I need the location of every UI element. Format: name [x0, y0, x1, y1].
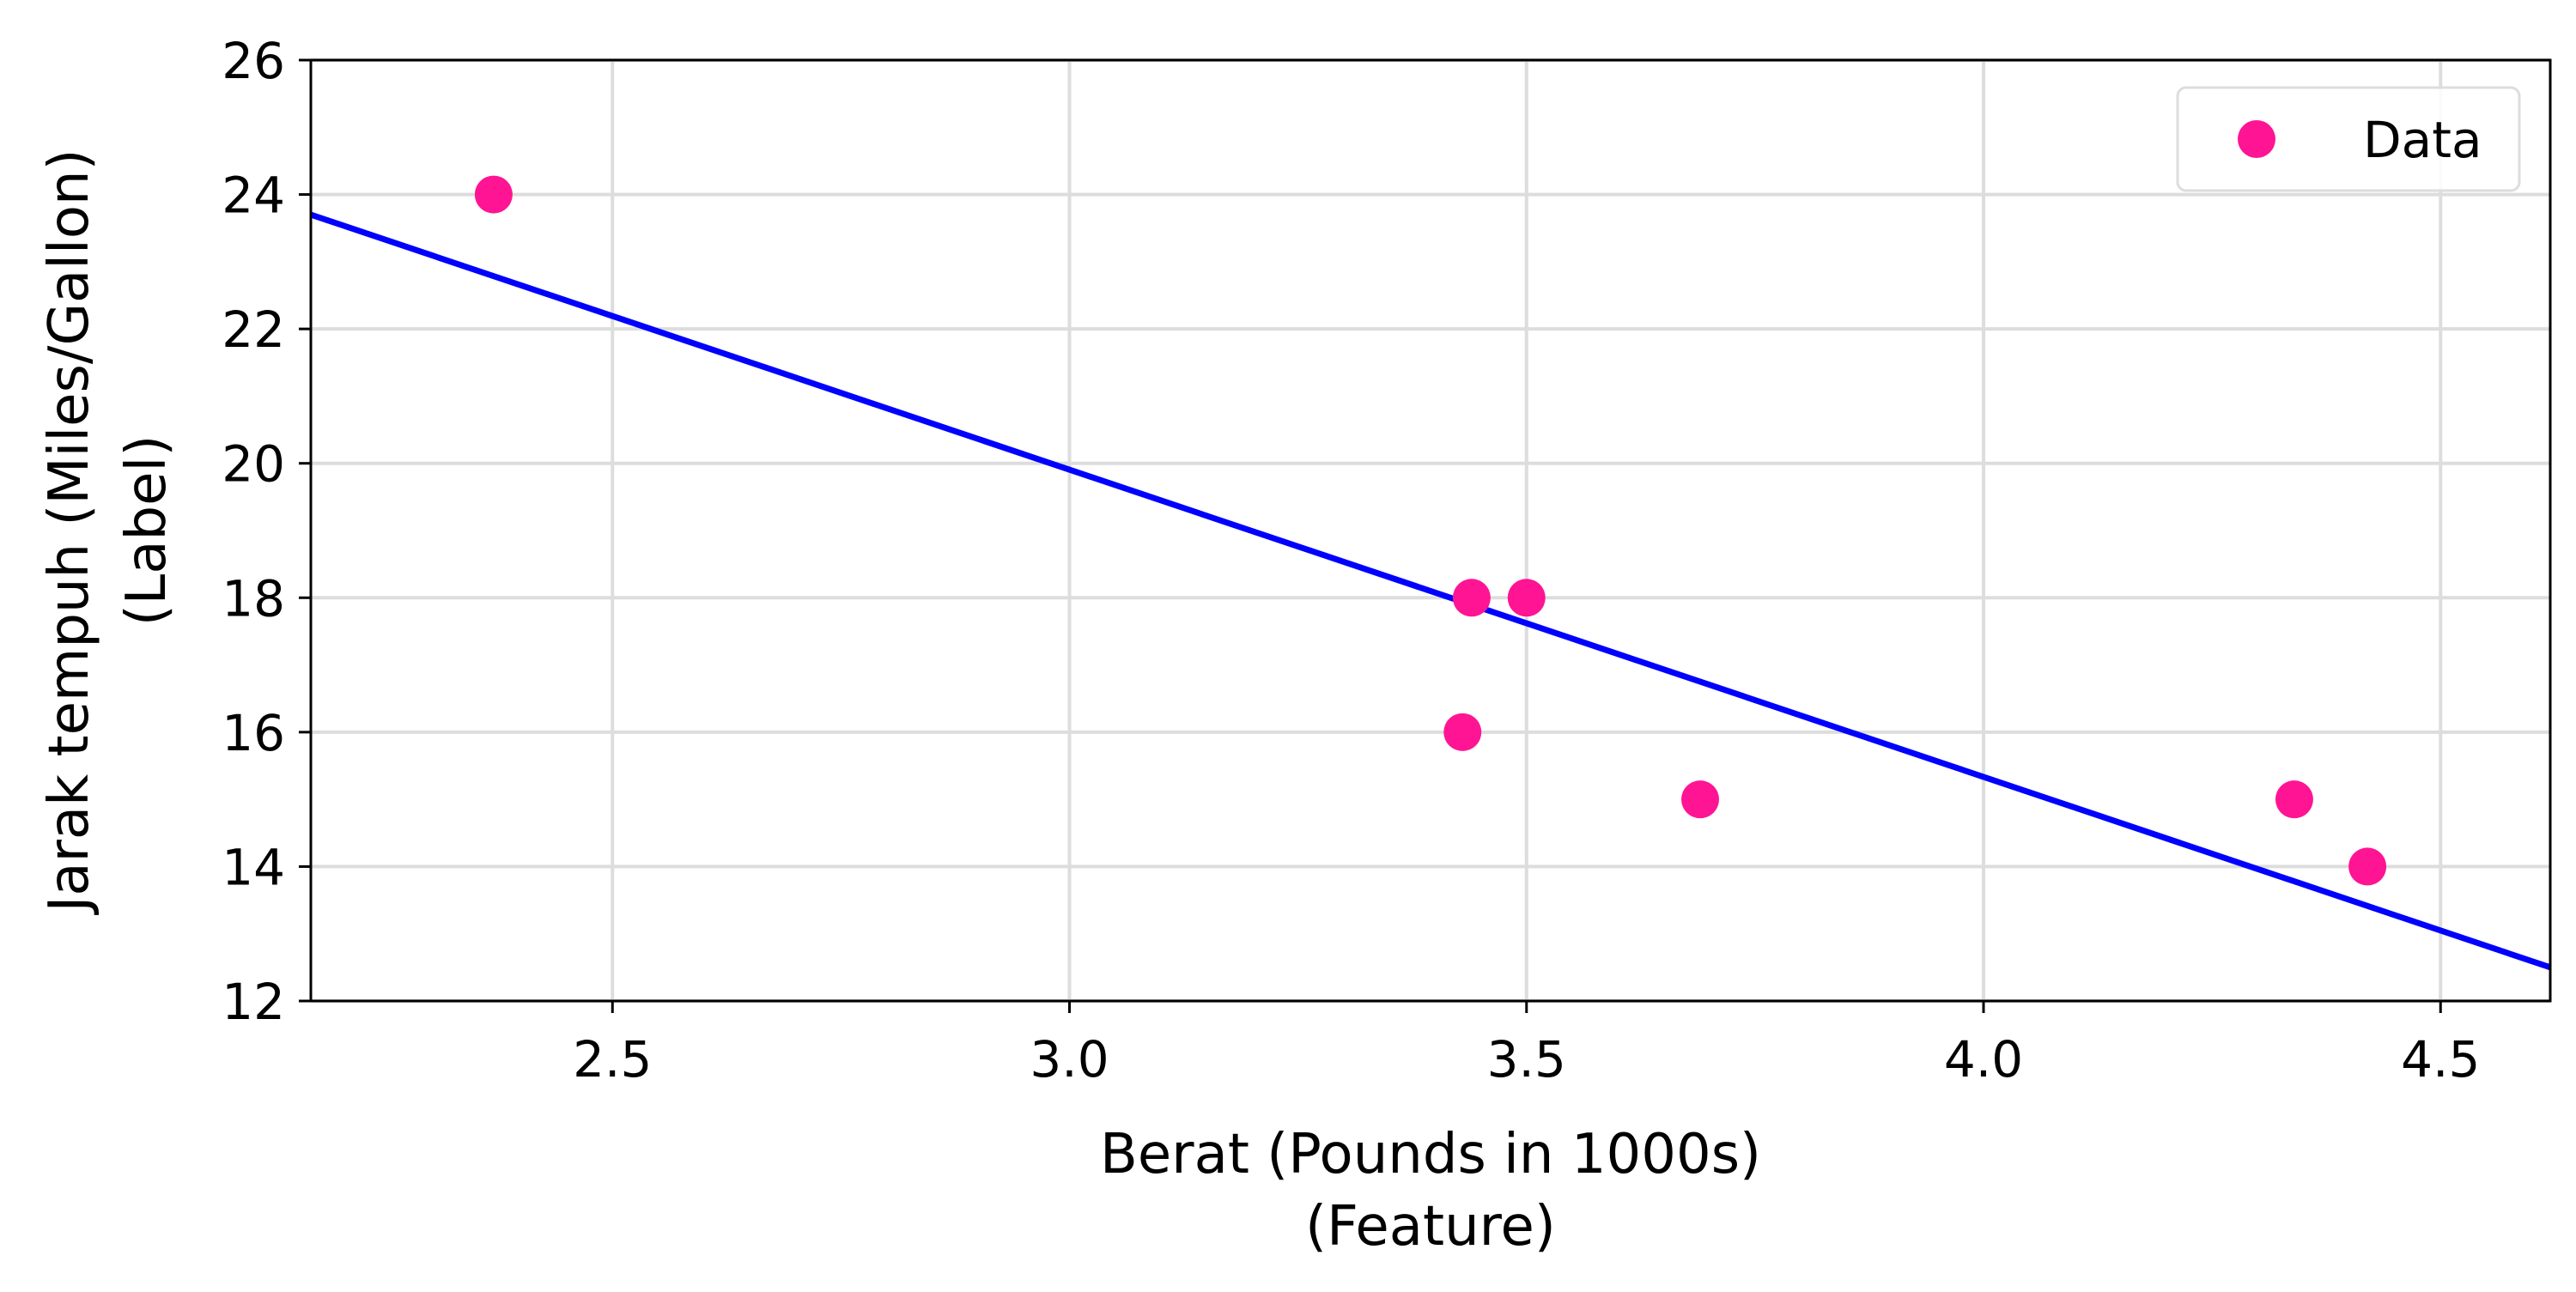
- x-tick-label: 4.5: [2401, 1030, 2480, 1089]
- axes: [299, 58, 2552, 1013]
- regression-line-layer: [309, 211, 2552, 971]
- data-point: [2348, 847, 2387, 886]
- y-tick-label: 14: [222, 838, 285, 896]
- y-tick-label: 22: [222, 300, 285, 359]
- x-tick-label: 2.5: [573, 1030, 652, 1089]
- legend-marker: [2238, 120, 2275, 158]
- data-point: [2275, 780, 2313, 819]
- x-tick-label: 3.0: [1030, 1030, 1109, 1089]
- legend-box: [2176, 86, 2521, 192]
- y-tick-label: 20: [222, 435, 285, 494]
- y-axis-sublabel: (Label): [115, 435, 179, 627]
- x-tick-label: 3.5: [1487, 1030, 1566, 1089]
- legend: Data: [2176, 86, 2521, 192]
- data-points: [474, 175, 2387, 886]
- x-axis-label: Berat (Pounds in 1000s): [1100, 1123, 1761, 1186]
- x-axis-sublabel: (Feature): [1305, 1195, 1556, 1259]
- data-point: [474, 175, 513, 214]
- plot-frame: [309, 58, 2552, 1003]
- y-tick-label: 12: [222, 973, 285, 1031]
- data-point: [1681, 780, 1720, 819]
- tick-labels: 2.5 3.0 3.5 4.0 4.5 12 14 16 18 20 22 24 26: [222, 32, 2480, 1089]
- y-tick-label: 16: [222, 704, 285, 762]
- data-point: [1443, 713, 1482, 751]
- y-tick-label: 24: [222, 167, 285, 225]
- data-point: [1507, 579, 1546, 617]
- axis-labels: Berat (Pounds in 1000s) (Feature) Jarak te…: [38, 149, 1761, 1259]
- data-point: [1452, 579, 1491, 617]
- grid: [311, 58, 2550, 1003]
- y-axis-label: Jarak tempuh (Miles/Gallon): [38, 149, 101, 915]
- x-tick-label: 4.0: [1944, 1030, 2023, 1089]
- regression-line: [309, 211, 2552, 971]
- y-tick-label: 18: [222, 569, 285, 628]
- y-tick-label: 26: [222, 32, 285, 90]
- legend-label: Data: [2363, 111, 2482, 169]
